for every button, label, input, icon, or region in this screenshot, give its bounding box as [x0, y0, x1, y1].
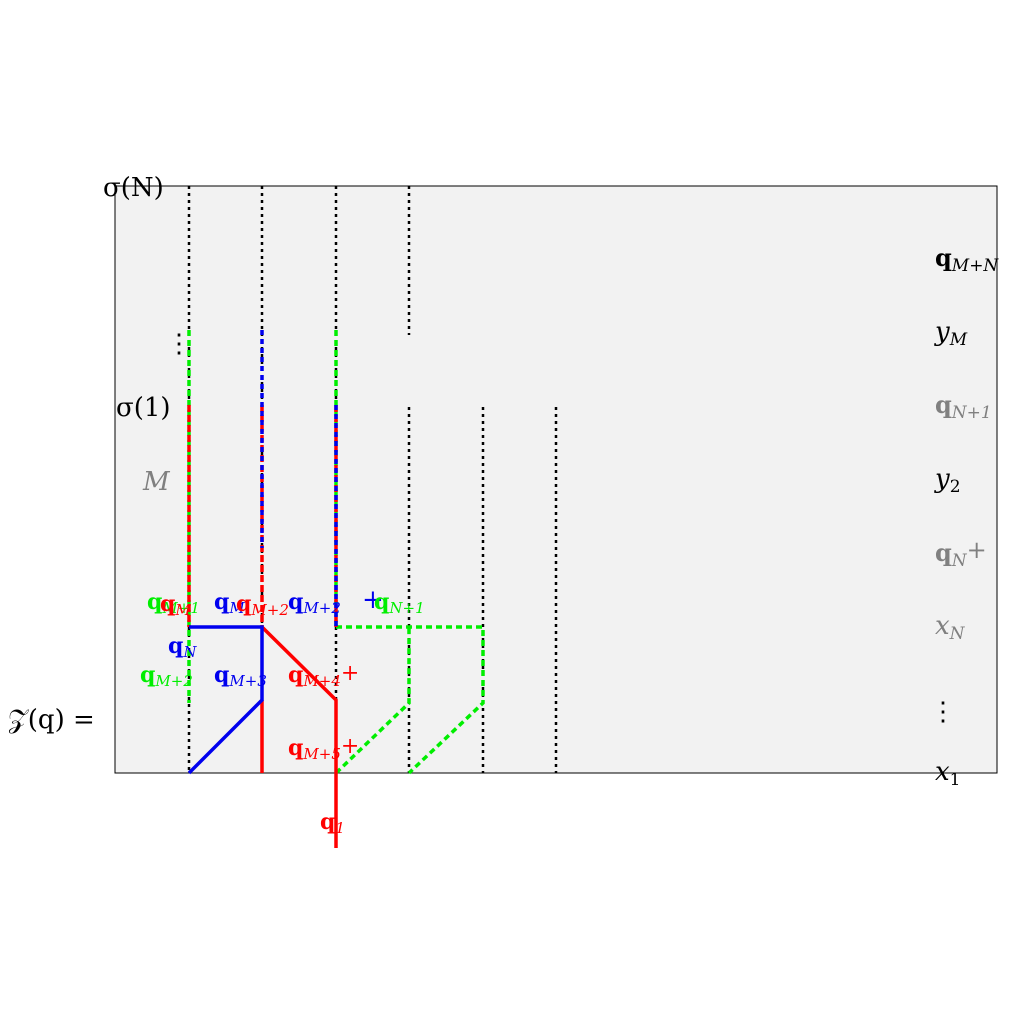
label-q-overlap-red-1: qM: [160, 591, 191, 619]
label-q-M-plus-N: qM+N: [935, 243, 999, 276]
label-left-vdots: ⋮: [166, 329, 192, 359]
label-q-1-red: q1: [320, 809, 345, 837]
label-y-2: y2: [934, 464, 961, 497]
label-q-N-plus-1: qN+1: [935, 390, 992, 423]
label-Z-q: 𝒵(q) =: [8, 705, 95, 735]
label-sigma-N: σ(N): [103, 173, 164, 203]
red-solid: [260, 625, 338, 848]
label-sigma-1: σ(1): [116, 393, 171, 423]
grid-lines: [187, 186, 558, 773]
label-q-overlap-plus: +: [362, 585, 384, 615]
label-q-M5-red: qM+5+: [288, 734, 359, 763]
label-x-1: x1: [935, 757, 961, 790]
label-q-M3-blue: qM+3: [214, 662, 267, 690]
label-y-M: yM: [934, 317, 968, 350]
label-right-vdots: ⋮: [930, 697, 956, 727]
blue-path: [187, 330, 338, 775]
label-q-overlap-blue-1: qM: [214, 589, 245, 617]
label-q-N-blue: qN: [168, 633, 197, 661]
label-M: M: [142, 467, 171, 497]
label-q-overlap-red-2: qM+2: [236, 591, 289, 619]
label-q-overlap-green-1: qM+1: [147, 589, 200, 617]
green-path: [187, 330, 485, 775]
overlap-labels: qM+1 qM qM qM+2 qM+2 + qN+1: [147, 585, 425, 619]
blue-solid: [187, 625, 264, 775]
label-q-N1-green: qM+2: [288, 589, 341, 617]
label-q-M2-green: qM+2: [140, 662, 193, 690]
green-box: [336, 625, 485, 775]
label-q-N-plus: qN+: [935, 536, 987, 571]
label-q-M4-red: qM+4+: [288, 661, 359, 690]
green-diag: [334, 627, 411, 775]
label-q-N-plus-1-green: qN+1: [374, 589, 425, 617]
label-x-N: xN: [935, 611, 966, 644]
